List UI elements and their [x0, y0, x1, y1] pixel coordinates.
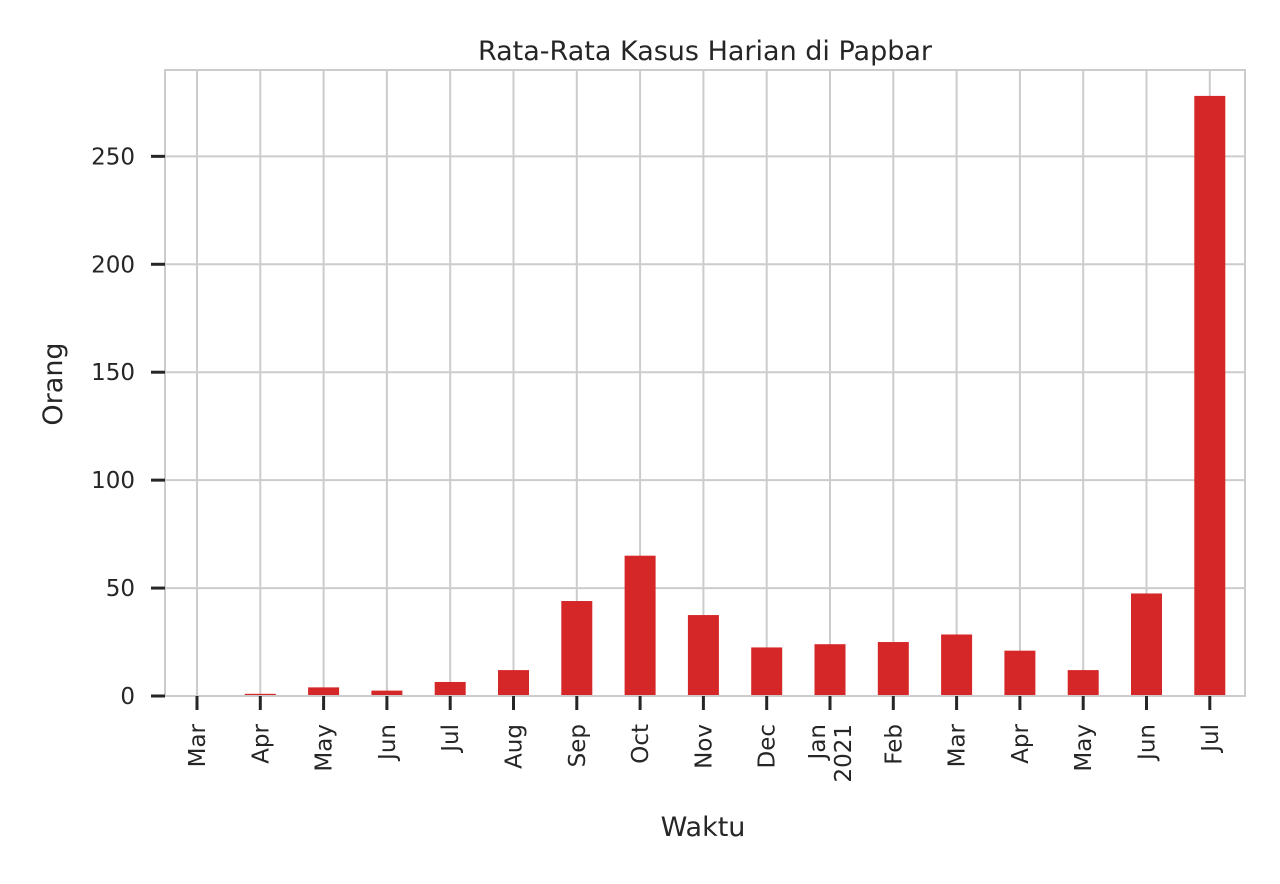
x-tick-label: Jun [375, 724, 401, 762]
x-tick-label: Nov [691, 724, 717, 769]
bar [371, 690, 403, 696]
x-tick-label: May [1071, 724, 1097, 772]
bar [561, 601, 593, 696]
y-tick-label: 150 [91, 360, 135, 386]
bar [687, 615, 719, 696]
y-axis-label: Orang [38, 342, 69, 425]
x-tick-label: Apr [1008, 723, 1034, 763]
bar [941, 634, 973, 696]
x-tick-label: May [312, 724, 338, 772]
bars-layer [244, 95, 1226, 697]
bar [1004, 650, 1036, 696]
bar [498, 670, 529, 696]
grid-layer [165, 70, 1245, 696]
bar [434, 681, 466, 696]
x-tick-label: Mar [945, 723, 971, 767]
x-tick-label: Jan2021 [805, 724, 857, 783]
x-tick-label: Mar [185, 723, 211, 767]
x-tick-label: Feb [881, 724, 907, 765]
bar [308, 687, 340, 696]
y-tick-label: 250 [91, 144, 135, 170]
plot-frame [164, 69, 1246, 697]
x-tick-label: Apr [248, 723, 274, 763]
x-tick-label: Jul [438, 724, 464, 754]
bar [751, 647, 783, 696]
x-tick-label: Dec [755, 724, 781, 769]
x-tick-label: Jul [1198, 724, 1224, 754]
bar [814, 644, 846, 696]
y-tick-label: 0 [120, 684, 135, 710]
bar [877, 642, 909, 696]
bar [244, 693, 276, 696]
bar [1131, 593, 1162, 696]
bar [1067, 670, 1099, 696]
ticks-layer: Mar Apr May Jun Jul Aug Sep Oct Nov Dec Jan2021 Feb… [91, 144, 1224, 782]
x-tick-label: Sep [565, 724, 591, 767]
x-axis-label: Waktu [661, 812, 746, 843]
bar [1194, 95, 1226, 697]
chart-title: Rata-Rata Kasus Harian di Papbar [478, 36, 933, 67]
bar [624, 555, 656, 696]
y-tick-label: 100 [91, 468, 135, 494]
y-tick-label: 50 [106, 576, 135, 602]
x-tick-label: Jun [1135, 724, 1161, 762]
y-tick-label: 200 [91, 252, 135, 278]
x-tick-label: Aug [502, 724, 528, 769]
x-tick-label: Oct [628, 724, 654, 764]
